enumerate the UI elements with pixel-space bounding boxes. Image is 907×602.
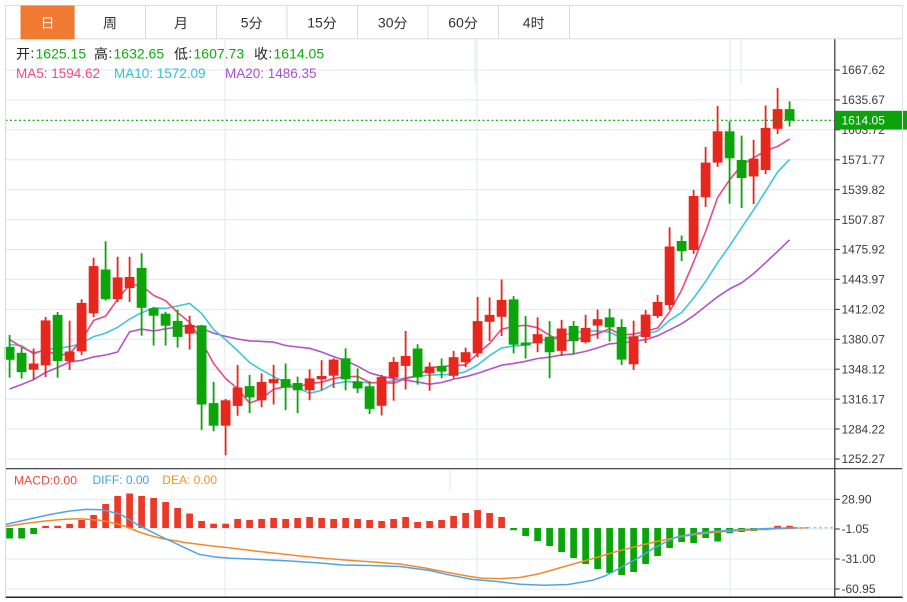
svg-text:1443.97: 1443.97 (842, 273, 886, 287)
svg-text:5: 5 (241, 15, 249, 31)
svg-text:-31.00: -31.00 (842, 552, 876, 566)
svg-text:1635.67: 1635.67 (842, 93, 886, 107)
svg-text:1539.82: 1539.82 (842, 183, 886, 197)
svg-text:-60.95: -60.95 (842, 582, 876, 596)
svg-text::: : (268, 45, 272, 61)
svg-text:28.90: 28.90 (842, 493, 872, 507)
svg-text:1: 1 (307, 15, 315, 31)
svg-text:1507.87: 1507.87 (842, 213, 886, 227)
svg-text:1284.22: 1284.22 (842, 422, 886, 436)
svg-text:MA20: 1486.35: MA20: 1486.35 (225, 66, 317, 81)
svg-text::: : (188, 45, 192, 61)
svg-text:MA10: 1572.09: MA10: 1572.09 (114, 66, 206, 81)
svg-text:1632.65: 1632.65 (114, 45, 165, 61)
svg-text:1667.62: 1667.62 (842, 63, 886, 77)
svg-text:1380.07: 1380.07 (842, 333, 886, 347)
svg-text:0: 0 (456, 15, 464, 31)
svg-text:3: 3 (378, 15, 386, 31)
svg-text:0: 0 (386, 15, 394, 31)
svg-text:-1.05: -1.05 (842, 522, 870, 536)
svg-text:1625.15: 1625.15 (36, 45, 87, 61)
svg-text::: : (30, 45, 34, 61)
svg-text:1614.05: 1614.05 (274, 45, 325, 61)
svg-text:6: 6 (448, 15, 456, 31)
svg-text:MA5: 1594.62: MA5: 1594.62 (16, 66, 100, 81)
svg-text:1348.12: 1348.12 (842, 362, 886, 376)
svg-text:1316.17: 1316.17 (842, 392, 886, 406)
svg-text:1475.92: 1475.92 (842, 243, 886, 257)
svg-text:DEA: 0.00: DEA: 0.00 (162, 473, 217, 487)
svg-text:1607.73: 1607.73 (194, 45, 245, 61)
svg-text:MACD:0.00: MACD:0.00 (14, 473, 77, 487)
svg-text:4: 4 (523, 15, 531, 31)
svg-text:1252.27: 1252.27 (842, 452, 886, 466)
svg-text::: : (108, 45, 112, 61)
svg-text:DIFF: 0.00: DIFF: 0.00 (93, 473, 150, 487)
svg-text:1571.77: 1571.77 (842, 153, 886, 167)
svg-text:1412.02: 1412.02 (842, 303, 886, 317)
svg-text:5: 5 (315, 15, 323, 31)
svg-text:1614.05: 1614.05 (842, 114, 886, 128)
